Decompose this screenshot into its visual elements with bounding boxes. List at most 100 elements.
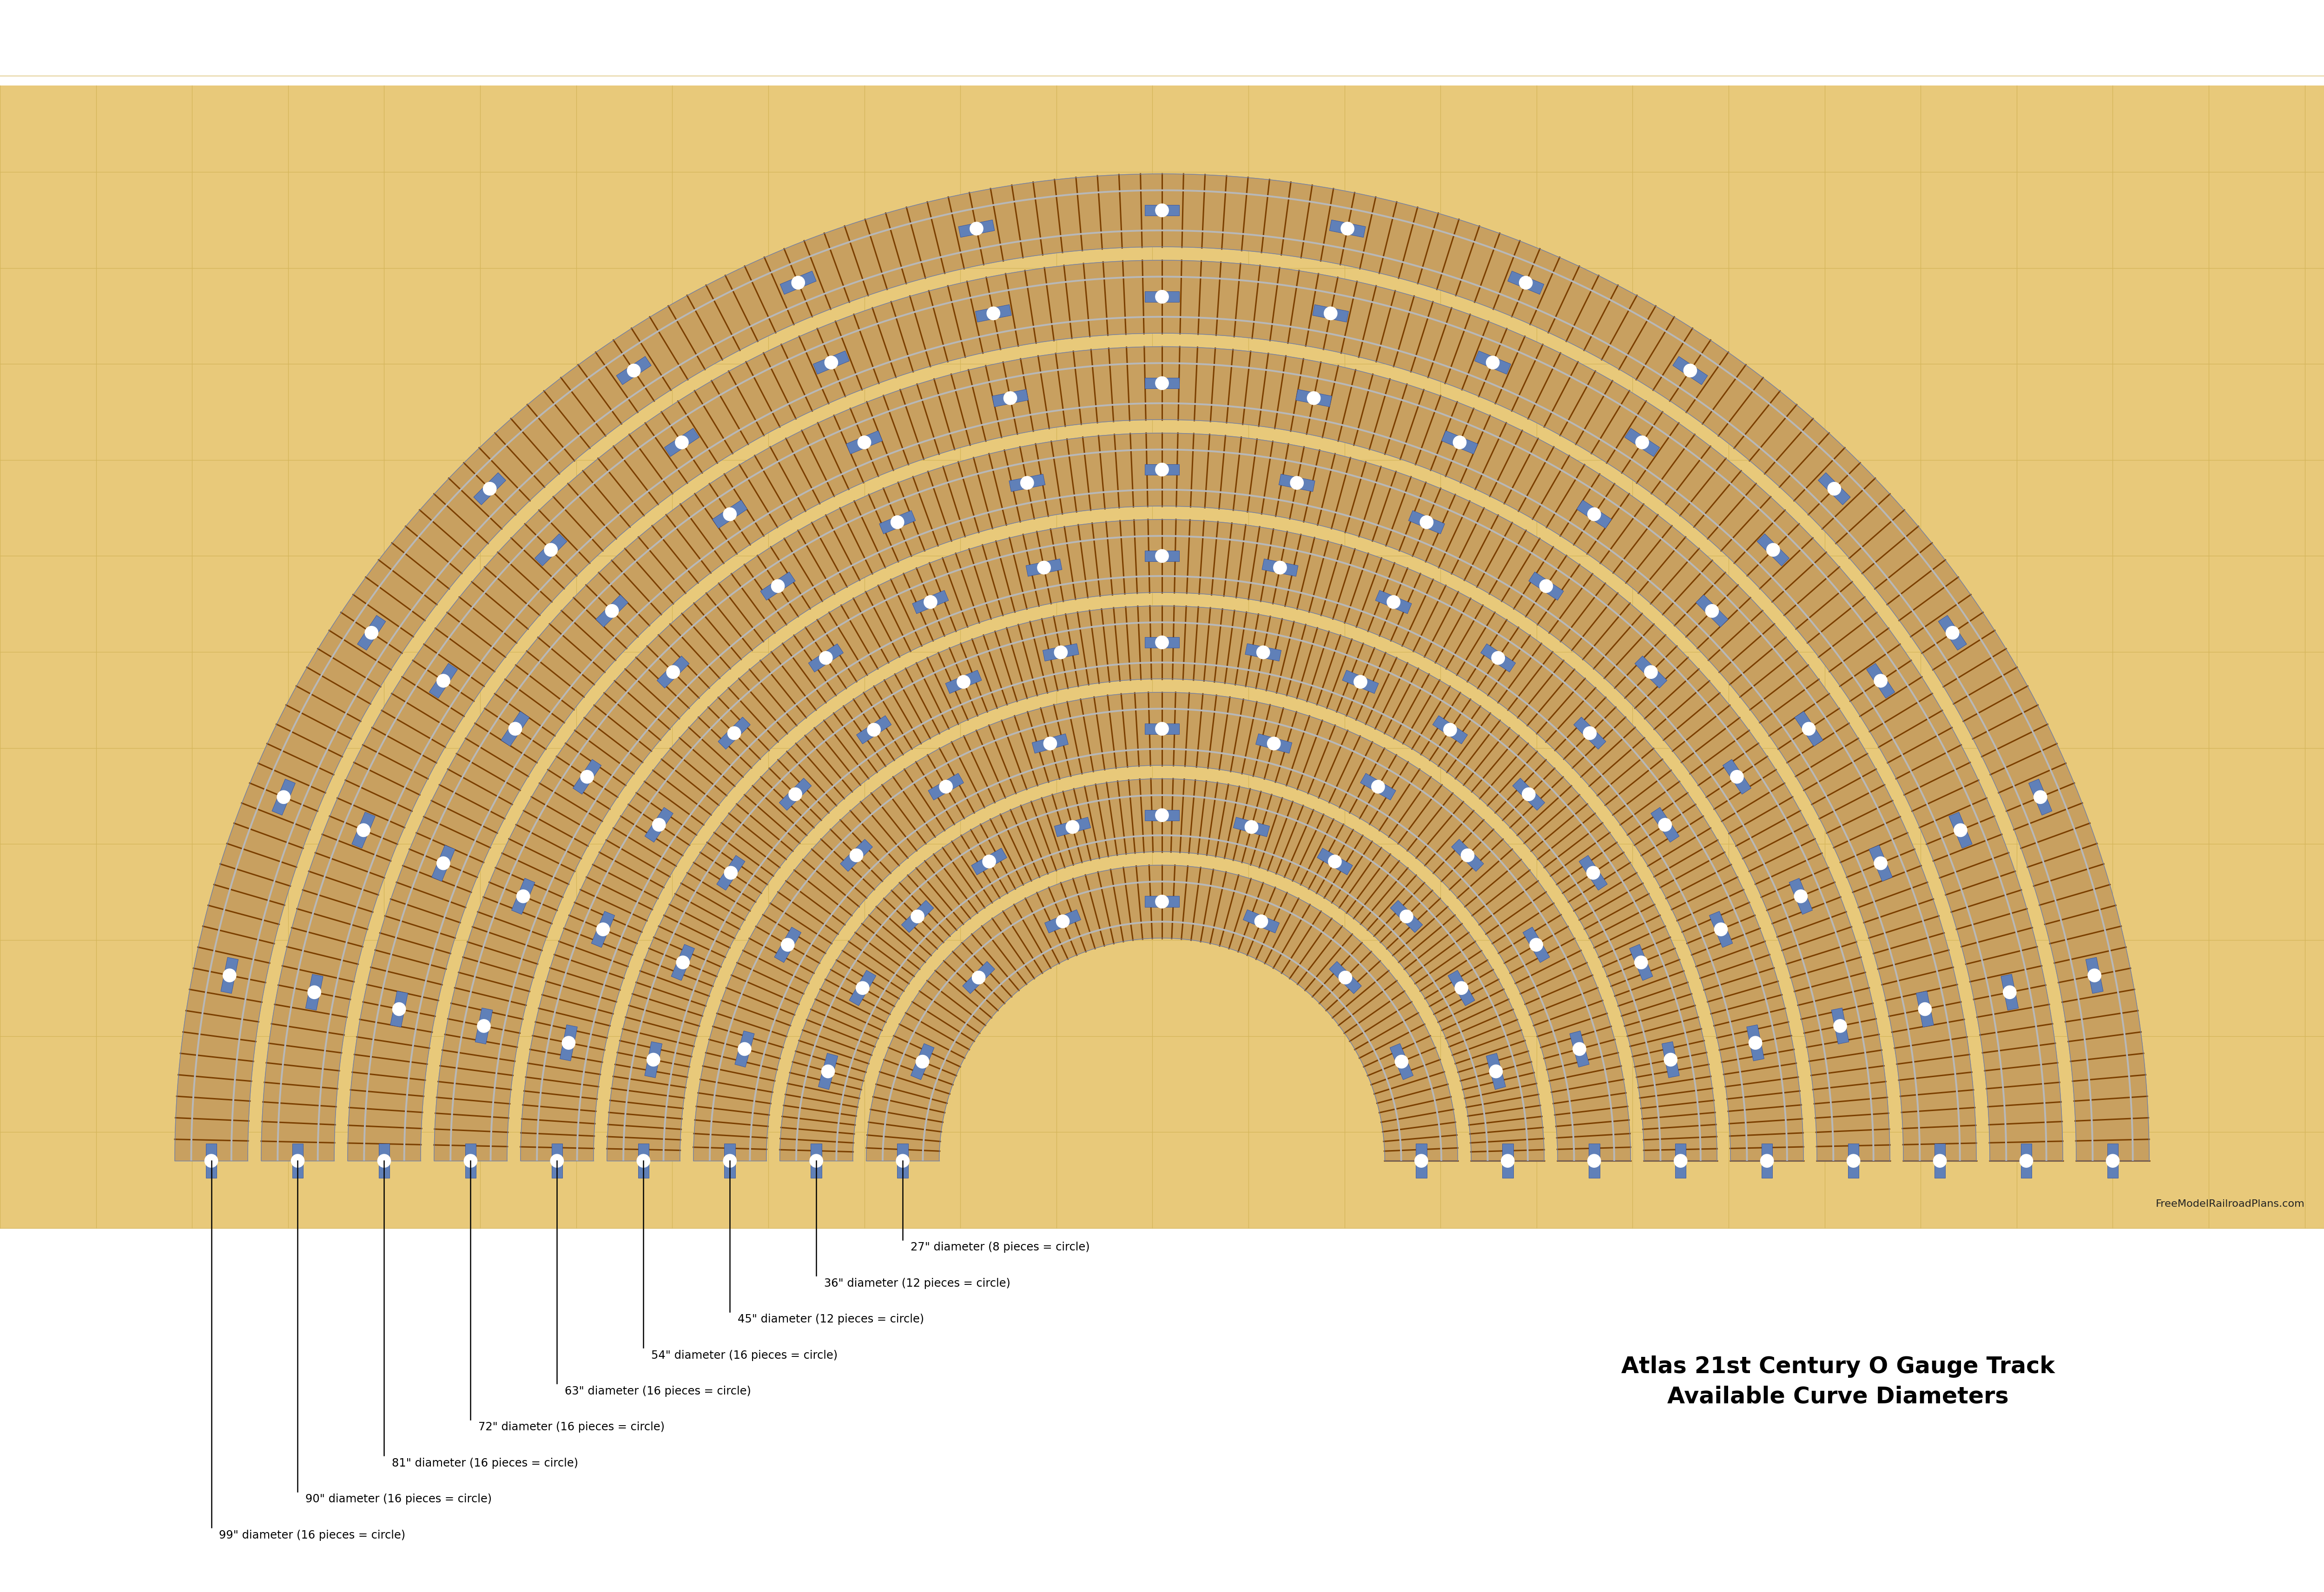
Circle shape xyxy=(667,665,679,678)
Polygon shape xyxy=(1529,572,1564,600)
Polygon shape xyxy=(1046,909,1081,933)
Polygon shape xyxy=(1934,1143,1945,1178)
Polygon shape xyxy=(1508,271,1543,295)
Circle shape xyxy=(1673,1154,1687,1167)
Polygon shape xyxy=(2001,974,2020,1011)
Polygon shape xyxy=(1831,1008,1850,1044)
Circle shape xyxy=(2087,970,2101,982)
Circle shape xyxy=(393,1003,407,1016)
Polygon shape xyxy=(174,174,2150,1161)
Circle shape xyxy=(1834,1019,1848,1033)
Polygon shape xyxy=(813,350,848,374)
Circle shape xyxy=(725,866,737,879)
Circle shape xyxy=(1257,646,1269,659)
Polygon shape xyxy=(1318,849,1353,876)
Circle shape xyxy=(365,626,379,640)
Circle shape xyxy=(1339,971,1353,984)
Circle shape xyxy=(792,275,804,290)
Circle shape xyxy=(376,1154,390,1167)
Circle shape xyxy=(1455,981,1469,995)
Polygon shape xyxy=(1146,810,1178,820)
Circle shape xyxy=(1155,895,1169,907)
Circle shape xyxy=(290,1154,304,1167)
Polygon shape xyxy=(846,431,883,454)
Polygon shape xyxy=(1032,734,1069,753)
Polygon shape xyxy=(841,839,872,871)
Polygon shape xyxy=(1025,559,1062,576)
Circle shape xyxy=(1155,549,1169,562)
Circle shape xyxy=(1794,890,1808,903)
Polygon shape xyxy=(760,572,795,600)
Polygon shape xyxy=(390,992,407,1027)
Circle shape xyxy=(1020,476,1034,489)
Polygon shape xyxy=(1313,304,1348,322)
Polygon shape xyxy=(1480,643,1515,672)
Polygon shape xyxy=(1390,1043,1413,1079)
Circle shape xyxy=(1420,516,1434,529)
Circle shape xyxy=(1873,856,1887,869)
Polygon shape xyxy=(511,879,535,914)
Circle shape xyxy=(1155,204,1169,217)
Polygon shape xyxy=(430,664,458,699)
Text: 99" diameter (16 pieces = circle): 99" diameter (16 pieces = circle) xyxy=(218,1530,404,1541)
Circle shape xyxy=(867,723,881,737)
Polygon shape xyxy=(1146,637,1178,648)
Polygon shape xyxy=(962,962,995,993)
Polygon shape xyxy=(1848,1143,1859,1178)
Polygon shape xyxy=(818,1054,839,1089)
Polygon shape xyxy=(1408,511,1446,533)
Circle shape xyxy=(653,818,665,831)
Polygon shape xyxy=(1043,643,1078,661)
Circle shape xyxy=(855,981,869,995)
Polygon shape xyxy=(2085,957,2103,993)
Bar xyxy=(0,86,2324,1227)
Circle shape xyxy=(897,1154,909,1167)
Polygon shape xyxy=(665,428,700,457)
Polygon shape xyxy=(1676,1143,1685,1178)
Circle shape xyxy=(1766,543,1780,557)
Polygon shape xyxy=(260,259,2064,1161)
Polygon shape xyxy=(1329,220,1367,237)
Circle shape xyxy=(646,1054,660,1067)
Polygon shape xyxy=(672,944,695,981)
Polygon shape xyxy=(781,778,1543,1161)
Polygon shape xyxy=(1448,970,1476,1006)
Polygon shape xyxy=(992,390,1027,408)
Polygon shape xyxy=(1278,474,1315,492)
Circle shape xyxy=(1306,392,1320,404)
Circle shape xyxy=(1387,595,1399,608)
Polygon shape xyxy=(1917,992,1934,1027)
Circle shape xyxy=(1155,635,1169,650)
Polygon shape xyxy=(1868,845,1892,882)
Circle shape xyxy=(483,482,497,495)
Circle shape xyxy=(1267,737,1281,750)
Polygon shape xyxy=(1255,734,1292,753)
Circle shape xyxy=(676,436,688,449)
Polygon shape xyxy=(432,845,456,882)
Circle shape xyxy=(1055,915,1069,928)
Circle shape xyxy=(820,651,832,664)
Circle shape xyxy=(1529,938,1543,952)
Polygon shape xyxy=(435,433,1889,1161)
Polygon shape xyxy=(1055,817,1090,837)
Polygon shape xyxy=(1146,551,1178,562)
Circle shape xyxy=(1659,818,1671,831)
Circle shape xyxy=(1827,482,1841,495)
Circle shape xyxy=(437,673,451,688)
Polygon shape xyxy=(1576,500,1611,529)
Polygon shape xyxy=(976,304,1011,322)
Circle shape xyxy=(1246,820,1257,834)
Polygon shape xyxy=(616,357,651,385)
Polygon shape xyxy=(957,220,995,237)
Polygon shape xyxy=(1789,879,1813,914)
Circle shape xyxy=(1945,626,1959,640)
Polygon shape xyxy=(349,347,1975,1161)
Circle shape xyxy=(597,923,609,936)
Circle shape xyxy=(562,1036,574,1049)
Polygon shape xyxy=(718,716,751,750)
Text: 81" diameter (16 pieces = circle): 81" diameter (16 pieces = circle) xyxy=(393,1458,579,1469)
Circle shape xyxy=(781,938,795,952)
Circle shape xyxy=(277,791,290,804)
Circle shape xyxy=(916,1055,930,1068)
Polygon shape xyxy=(1343,670,1378,694)
